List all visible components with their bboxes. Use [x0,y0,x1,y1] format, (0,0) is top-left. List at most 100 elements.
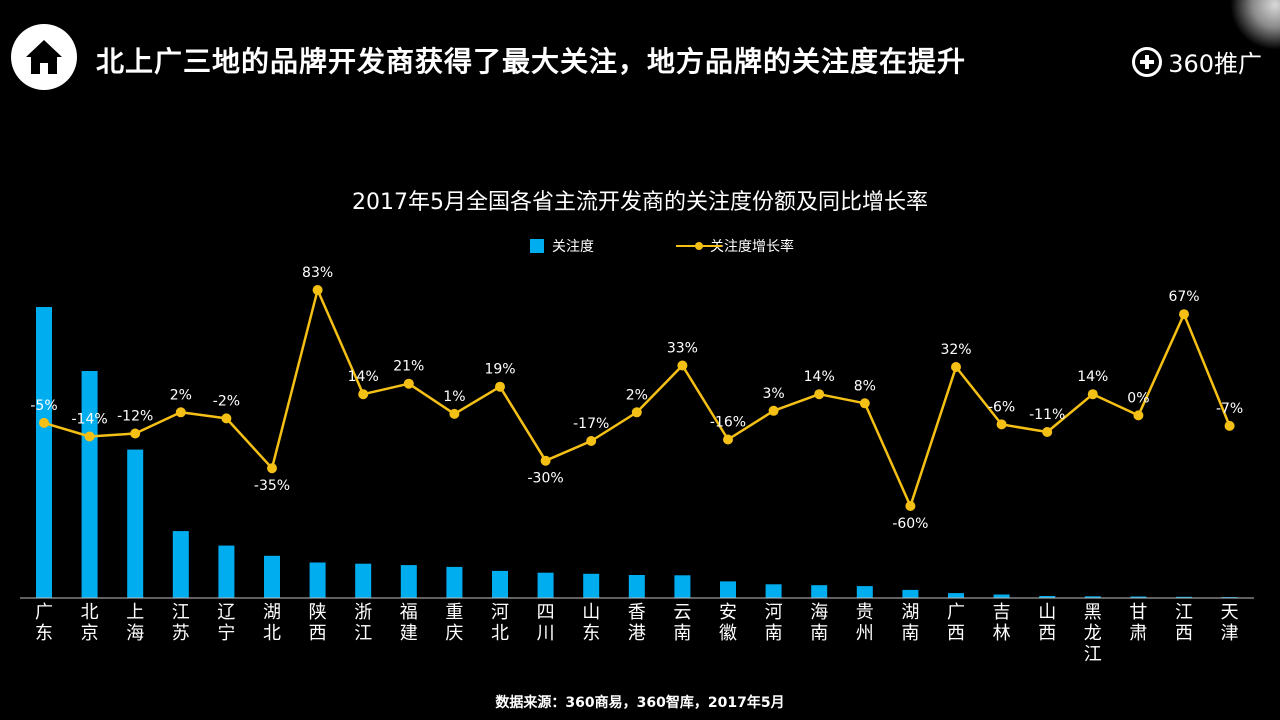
growth-rate-point [1179,309,1189,320]
growth-rate-point [677,360,688,371]
growth-rate-point [39,417,49,428]
bar-上海 [127,449,144,598]
growth-rate-point [586,436,597,446]
legend-line-swatch [676,239,722,253]
category-label: 浙江 [354,602,372,644]
category-label: 河北 [491,602,509,644]
growth-rate-point [540,455,551,466]
growth-rate-label: 2% [170,387,192,403]
category-label: 天津 [1221,602,1239,644]
legend-bar-label: 关注度 [552,239,594,255]
growth-rate-label: 1% [443,389,465,405]
growth-rate-label: 14% [1077,369,1108,385]
growth-rate-label: 67% [1168,289,1199,305]
growth-rate-point [130,428,141,439]
category-label: 广东 [35,602,53,644]
category-label: 香港 [628,602,646,644]
growth-rate-point [403,378,414,389]
category-label: 福建 [400,602,418,644]
brand-logo: 360推广 [1132,44,1262,79]
growth-rate-label: -16% [710,415,746,431]
category-label: 北京 [81,602,99,644]
category-label: 河南 [765,602,783,644]
brand-text: 360推广 [1168,50,1262,78]
bar-山西 [1039,596,1056,598]
growth-rate-label: 19% [484,362,515,378]
plus-circle-icon [1132,46,1163,77]
category-label: 湖北 [263,602,281,644]
bar-辽宁 [218,545,235,598]
bar-海南 [811,585,828,598]
bar-河南 [765,584,782,598]
growth-rate-point [1087,389,1098,400]
category-label: 黑龙江 [1084,602,1102,665]
bar-北京 [81,371,98,598]
home-button[interactable] [11,24,77,90]
growth-rate-point [951,362,961,372]
bar-吉林 [993,594,1010,598]
growth-rate-point [1224,420,1235,431]
category-label: 陕西 [309,602,327,644]
bar-湖北 [264,555,280,598]
growth-rate-point [905,501,916,511]
growth-rate-point [358,389,369,400]
category-label: 辽宁 [217,602,235,644]
growth-rate-label: 14% [804,369,835,385]
bar-浙江 [355,563,372,598]
data-source: 数据来源：360商易，360智库，2017年5月 [495,695,785,711]
category-label: 江苏 [172,602,190,644]
legend-item-line: 关注度增长率 [676,236,794,256]
growth-rate-label: -12% [117,409,153,425]
growth-rate-point [1133,410,1144,421]
category-label: 云南 [673,602,691,644]
growth-rate-point [631,407,642,418]
category-label: 四川 [537,602,555,644]
legend-bar-swatch [530,239,544,253]
growth-rate-point [814,389,825,400]
growth-rate-label: -14% [72,412,108,428]
category-label: 甘肃 [1129,602,1147,644]
category-label: 重庆 [445,602,463,644]
bar-安徽 [720,581,736,598]
growth-rate-label: -7% [1216,401,1243,417]
growth-rate-label: -17% [573,416,609,432]
growth-rate-point [495,381,505,392]
growth-rate-point [84,431,95,442]
growth-rate-label: 2% [626,387,648,403]
growth-rate-point [768,405,779,416]
category-label: 山西 [1038,602,1056,644]
growth-rate-label: -6% [988,399,1015,415]
growth-rate-point [859,398,870,409]
home-icon [26,40,62,74]
category-label: 安徽 [719,602,737,644]
category-label: 吉林 [993,602,1011,644]
growth-rate-label: 21% [393,359,424,375]
growth-rate-point [312,285,323,295]
bar-江西 [1176,596,1192,598]
growth-rate-point [1042,427,1053,437]
growth-rate-label: -35% [254,478,290,494]
growth-rate-label: -60% [892,516,928,532]
bar-香港 [628,575,645,598]
bar-云南 [674,575,691,598]
bar-江苏 [172,531,189,598]
bar-湖南 [902,589,919,598]
bar-福建 [400,565,417,598]
growth-rate-point [996,419,1007,430]
page-title: 北上广三地的品牌开发商获得了最大关注，地方品牌的关注度在提升 [96,45,967,78]
bar-河北 [492,570,508,598]
legend-line-label: 关注度增长率 [710,239,794,255]
category-label: 贵州 [856,602,874,644]
growth-rate-point [175,407,186,418]
category-label: 山东 [582,602,600,644]
bar-山东 [583,573,600,598]
chart-legend: 关注度 关注度增长率 [0,236,1280,256]
growth-rate-label: -30% [528,471,564,487]
growth-rate-label: 83% [302,265,333,281]
growth-rate-label: 14% [348,369,379,385]
bar-四川 [537,572,554,598]
growth-rate-label: 0% [1127,390,1149,406]
chart-title: 2017年5月全国各省主流开发商的关注度份额及同比增长率 [352,190,928,215]
growth-rate-label: 8% [854,378,876,394]
